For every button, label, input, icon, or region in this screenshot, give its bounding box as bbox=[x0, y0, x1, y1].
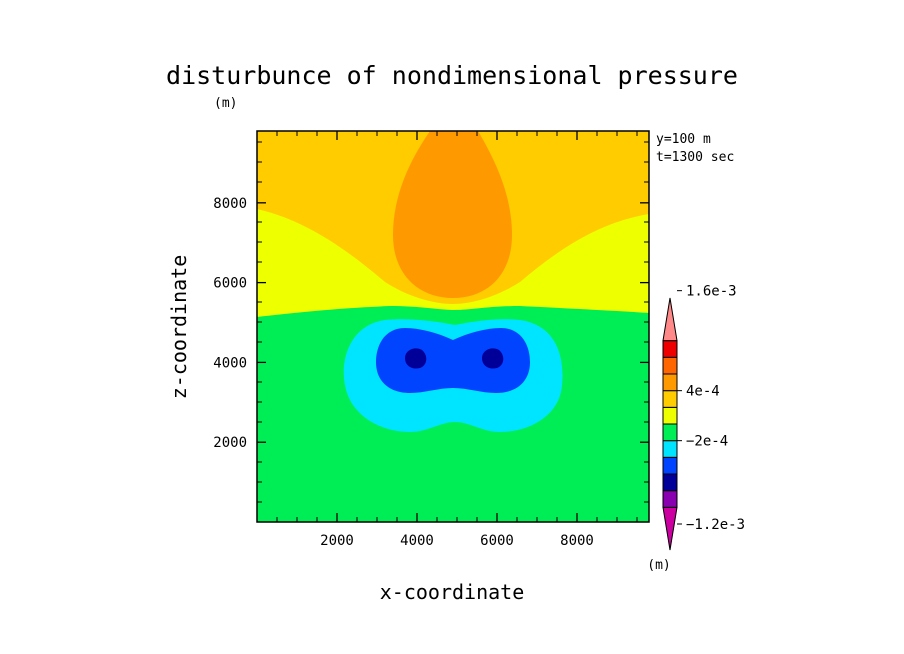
colorbar-labels: 1.6e-3 4e-4 −2e-4 −1.2e-3 bbox=[677, 284, 745, 533]
colorbar-top-arrow bbox=[662, 297, 678, 342]
annotation-time: t=1300 sec bbox=[656, 150, 734, 165]
colorbar-label: 4e-4 bbox=[686, 384, 720, 400]
x-axis-title: x-coordinate bbox=[380, 580, 525, 604]
x-tick-label: 2000 bbox=[320, 533, 354, 549]
colorbar-swatch bbox=[662, 456, 678, 475]
y-tick-label: 4000 bbox=[213, 355, 247, 371]
y-tick-label: 8000 bbox=[213, 196, 247, 212]
contour-orange-region bbox=[393, 131, 512, 298]
x-tick-label: 6000 bbox=[480, 533, 514, 549]
contour-field bbox=[257, 131, 649, 522]
colorbar-swatch bbox=[662, 406, 678, 425]
colorbar-swatch bbox=[662, 423, 678, 442]
colorbar-swatch bbox=[662, 490, 678, 508]
colorbar-swatch bbox=[662, 340, 678, 358]
contour-dark-blue-left bbox=[405, 348, 427, 369]
x-tick-label: 4000 bbox=[400, 533, 434, 549]
plot-frame bbox=[256, 130, 650, 523]
colorbar-swatch bbox=[662, 373, 678, 392]
colorbar-label: 1.6e-3 bbox=[686, 284, 737, 300]
colorbar bbox=[662, 297, 678, 551]
colorbar-label: −2e-4 bbox=[686, 434, 728, 450]
y-tick-label: 6000 bbox=[213, 276, 247, 292]
contour-blue-region bbox=[376, 328, 530, 393]
x-axis-ticks: 2000 4000 6000 8000 bbox=[320, 131, 594, 549]
colorbar-swatch bbox=[662, 390, 678, 408]
y-axis-ticks: 2000 4000 6000 8000 bbox=[213, 196, 649, 451]
x-tick-label: 8000 bbox=[560, 533, 594, 549]
y-axis-title: z-coordinate bbox=[167, 255, 191, 400]
y-tick-label: 2000 bbox=[213, 435, 247, 451]
colorbar-bottom-arrow bbox=[662, 506, 678, 551]
colorbar-unit: (m) bbox=[647, 558, 670, 573]
colorbar-swatch bbox=[662, 440, 678, 458]
colorbar-swatch bbox=[662, 356, 678, 375]
units-label: (m) bbox=[214, 96, 237, 111]
minor-ticks bbox=[257, 131, 649, 522]
annotation-y-location: y=100 m bbox=[656, 132, 711, 147]
contour-dark-blue-right bbox=[482, 348, 504, 369]
colorbar-swatch bbox=[662, 473, 678, 492]
chart-title: disturbunce of nondimensional pressure bbox=[166, 61, 738, 90]
colorbar-label: −1.2e-3 bbox=[686, 517, 745, 533]
